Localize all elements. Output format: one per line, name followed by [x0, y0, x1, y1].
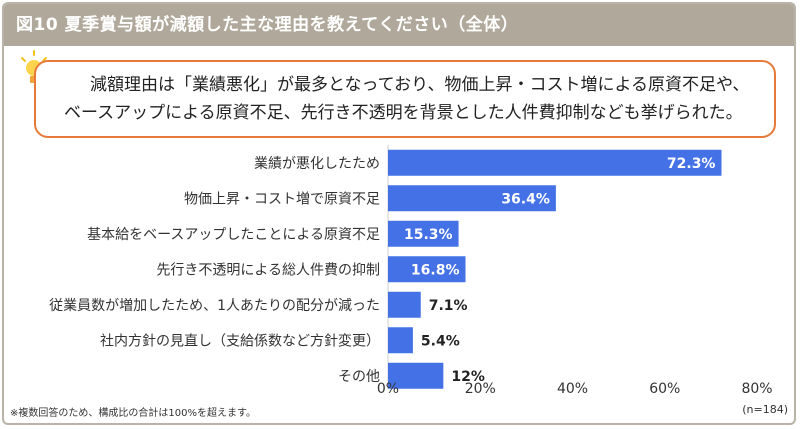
footnote: ※複数回答のため、構成比の合計は100%を超えます。: [10, 408, 256, 419]
data-label: 7.1%: [429, 298, 468, 314]
category-label: その他: [338, 369, 380, 385]
sample-size-label: (n=184): [742, 403, 788, 416]
callout-line-2: ベースアップによる原資不足、先行き不透明を背景とした人件費抑制なども挙げられた。: [64, 103, 743, 123]
bar: [388, 220, 459, 247]
bar: [388, 256, 466, 283]
category-label: 業績が悪化したため: [254, 156, 380, 172]
x-tick-label: 20%: [465, 381, 496, 397]
bar: [388, 185, 556, 212]
category-label: 物価上昇・コスト増で原資不足: [184, 191, 380, 207]
category-label: 従業員数が増加したため、1人あたりの配分が減った: [49, 297, 380, 314]
data-label: 12%: [451, 369, 485, 385]
bar: [388, 327, 413, 354]
data-label: 15.3%: [404, 227, 453, 243]
data-label: 16.8%: [411, 262, 460, 278]
x-tick-label: 0%: [377, 381, 399, 397]
category-label: 社内方針の見直し（支給係数など方針変更）: [100, 332, 380, 349]
x-tick-label: 40%: [557, 381, 588, 397]
chart-title: 図10 夏季賞与額が減額した主な理由を教えてください（全体）: [4, 4, 794, 46]
data-label: 72.3%: [667, 156, 716, 172]
summary-callout: 減額理由は「業績悪化」が最多となっており、物価上昇・コスト増による原資不足や、 …: [34, 60, 776, 138]
category-label: 先行き不透明による総人件費の抑制: [156, 262, 380, 278]
data-label: 36.4%: [501, 191, 550, 207]
data-label: 5.4%: [421, 333, 460, 349]
x-tick-label: 80%: [741, 381, 772, 397]
bar: [388, 291, 421, 318]
x-tick-label: 60%: [649, 381, 680, 397]
bar: [388, 362, 444, 389]
bar: [388, 149, 722, 176]
callout-line-1: 減額理由は「業績悪化」が最多となっており、物価上昇・コスト増による原資不足や、: [90, 75, 750, 95]
category-label: 基本給をベースアップしたことによる原資不足: [87, 226, 380, 243]
